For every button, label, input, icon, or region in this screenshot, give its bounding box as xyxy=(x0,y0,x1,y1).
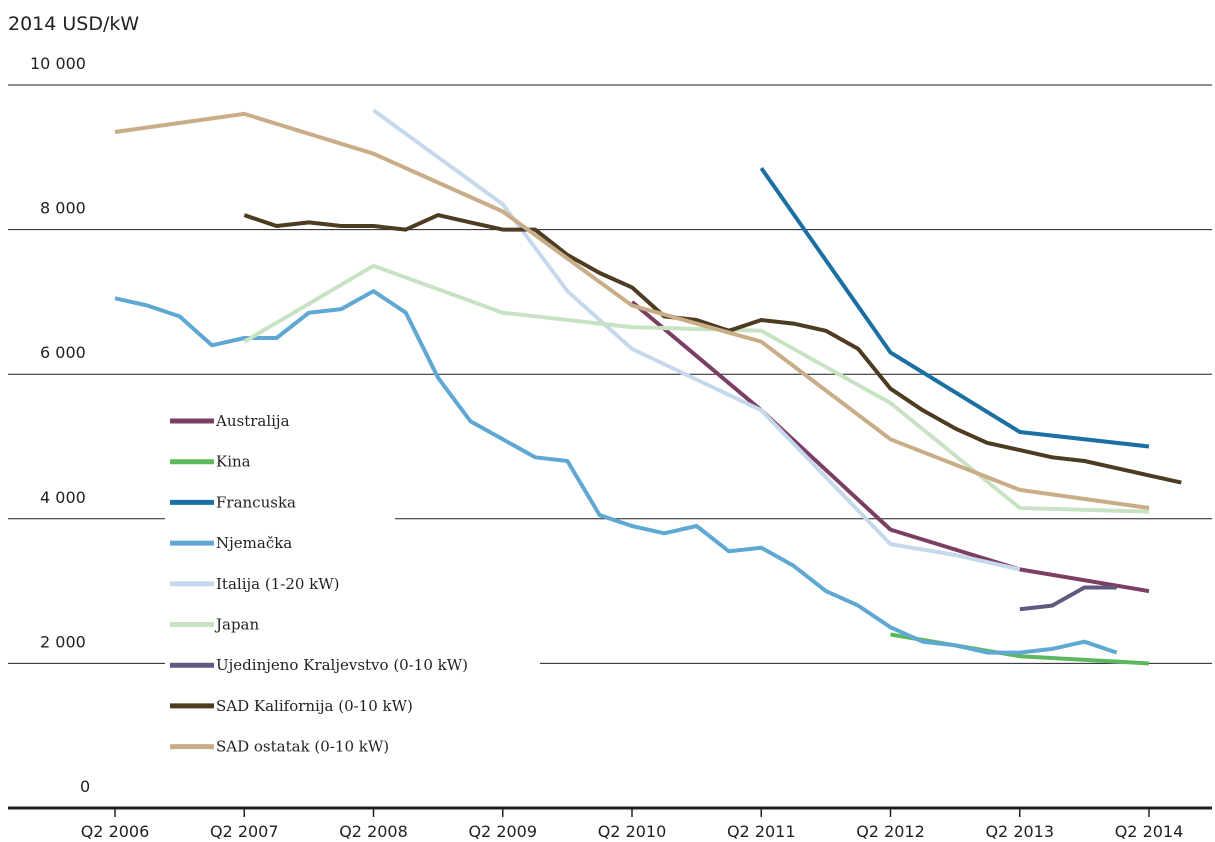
legend-label-ujedinjeno-kraljevstvo-0-10-kw: Ujedinjeno Kraljevstvo (0-10 kW) xyxy=(216,656,468,674)
series-line-australija xyxy=(630,300,1150,594)
series-line-japan xyxy=(243,263,1150,514)
x-tick-label: Q2 2009 xyxy=(468,822,537,841)
gridlines xyxy=(8,84,1212,664)
legend-label-kina: Kina xyxy=(216,453,251,471)
legend-label-australija: Australija xyxy=(215,412,290,430)
legend-label-njemacka: Njemačka xyxy=(216,534,292,552)
y-tick-label: 4 000 xyxy=(40,488,86,507)
series-line-francuska xyxy=(759,166,1150,449)
series-line-sad-ostatak-0-10-kw xyxy=(114,111,1150,510)
x-tick-label: Q2 2006 xyxy=(81,822,150,841)
series-line-sad-kalifornija-0-10-kw xyxy=(243,213,1182,485)
series-line-italija-1-20-kw xyxy=(372,108,1021,572)
x-tick-label: Q2 2014 xyxy=(1115,822,1184,841)
y-tick-label: 0 xyxy=(80,777,90,796)
y-tick-label: 10 000 xyxy=(30,54,86,73)
y-unit-label: 2014 USD/kW xyxy=(8,13,139,35)
y-tick-label: 8 000 xyxy=(40,199,86,218)
legend: Australija Kina Francuska Njemačka Italija (… xyxy=(170,412,468,756)
legend-label-japan: Japan xyxy=(214,616,260,634)
x-axis: Q2 2006 Q2 2007 Q2 2008 Q2 2009 Q2 2010 Q2 20… xyxy=(8,806,1212,841)
x-tick-label: Q2 2008 xyxy=(339,822,408,841)
x-tick-label: Q2 2012 xyxy=(856,822,925,841)
legend-label-francuska: Francuska xyxy=(216,493,296,511)
y-tick-label: 2 000 xyxy=(40,632,86,651)
y-tick-labels: 0 2 000 4 000 6 000 8 000 10 000 xyxy=(30,54,90,796)
series-line-njemacka xyxy=(114,289,1118,655)
legend-label-italija-1-20-kw: Italija (1-20 kW) xyxy=(216,575,340,593)
series-line-ujedinjeno-kraljevstvo-0-10-kw xyxy=(1019,585,1117,612)
x-tick-label: Q2 2011 xyxy=(727,822,796,841)
x-tick-label: Q2 2007 xyxy=(210,822,279,841)
series-lines xyxy=(114,108,1182,666)
x-tick-label: Q2 2010 xyxy=(598,822,667,841)
legend-label-sad-kalifornija-0-10-kw: SAD Kalifornija (0-10 kW) xyxy=(216,697,413,715)
y-tick-label: 6 000 xyxy=(40,343,86,362)
legend-label-sad-ostatak-0-10-kw: SAD ostatak (0-10 kW) xyxy=(216,738,389,756)
x-tick-label: Q2 2013 xyxy=(985,822,1054,841)
